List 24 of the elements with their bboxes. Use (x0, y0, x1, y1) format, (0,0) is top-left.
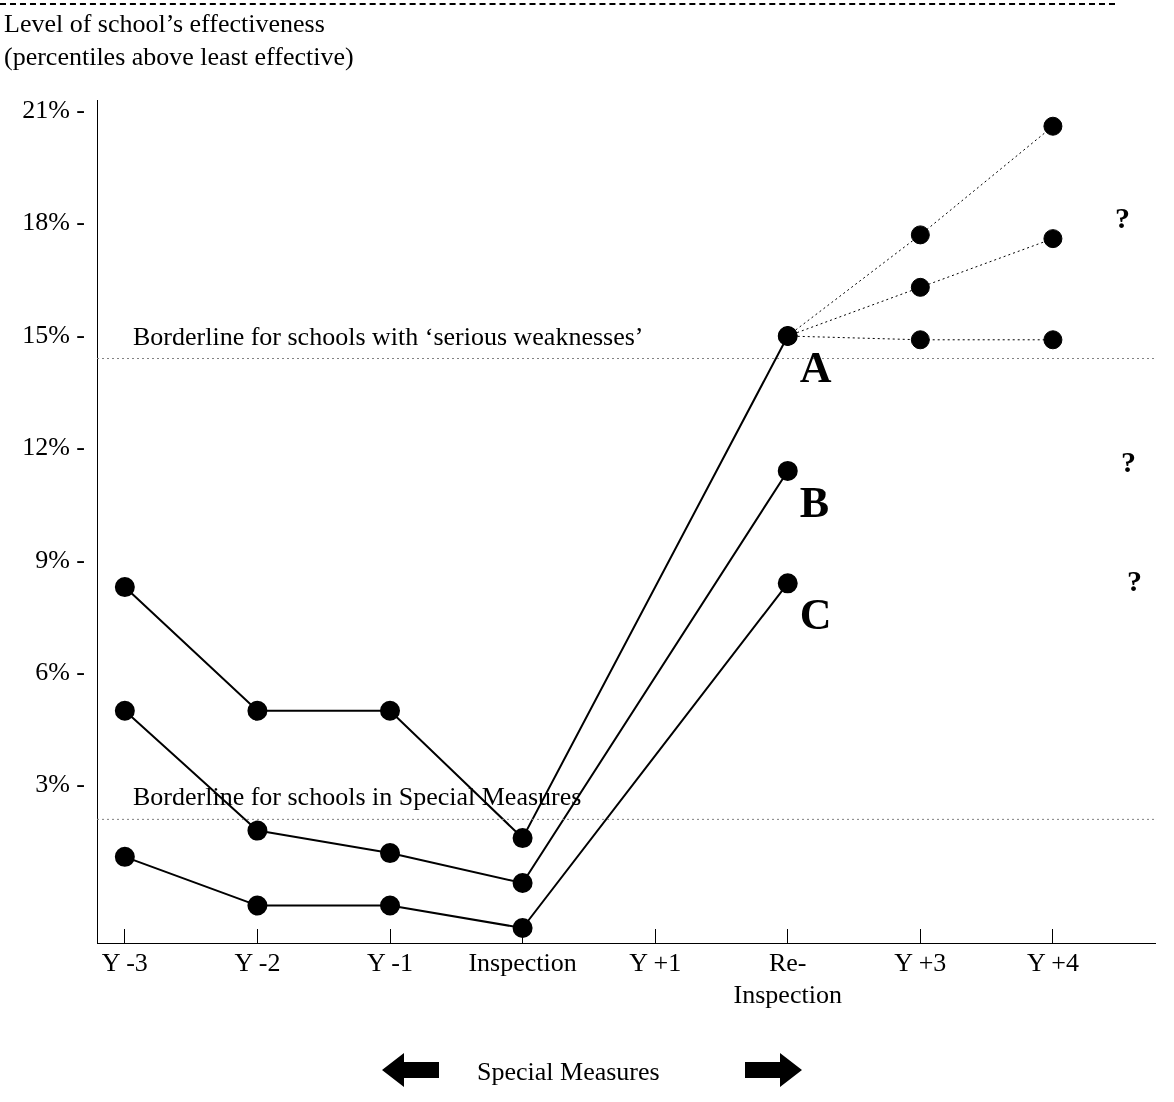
x-tick-label: Inspection (468, 948, 577, 978)
x-tick-label: Y +1 (629, 948, 682, 978)
y-tick-label: 3% - (35, 769, 85, 799)
x-tick-label: Re- Inspection (733, 948, 842, 1009)
y-tick-label: 12% - (22, 432, 85, 462)
series-label: B (799, 477, 830, 527)
y-tick-label: 9% - (35, 544, 85, 574)
x-tick-label: Y +3 (894, 948, 947, 978)
annotation: ? (1121, 445, 1136, 479)
y-tick-label: 6% - (35, 657, 85, 687)
x-tick-label: Y +4 (1026, 948, 1079, 978)
series-label: A (799, 343, 832, 393)
x-tick-label: Y -3 (101, 948, 148, 978)
annotation: ? (1127, 563, 1142, 597)
text: Special Measures (477, 1057, 660, 1086)
y-tick-label: 18% - (22, 207, 85, 237)
y-tick-label: 21% - (22, 95, 85, 125)
x-tick-label: Y -1 (367, 948, 413, 978)
annotation: ? (1115, 201, 1130, 235)
ref-line-label: Borderline for schools with ‘serious weaknesses’ (133, 321, 644, 351)
y-tick-label: 15% - (22, 319, 85, 349)
x-tick-label: Y -2 (234, 948, 281, 978)
y-axis-title: Level of school’s effectiveness (percentiles above least effective) (4, 9, 354, 71)
series-label: C (799, 590, 832, 640)
